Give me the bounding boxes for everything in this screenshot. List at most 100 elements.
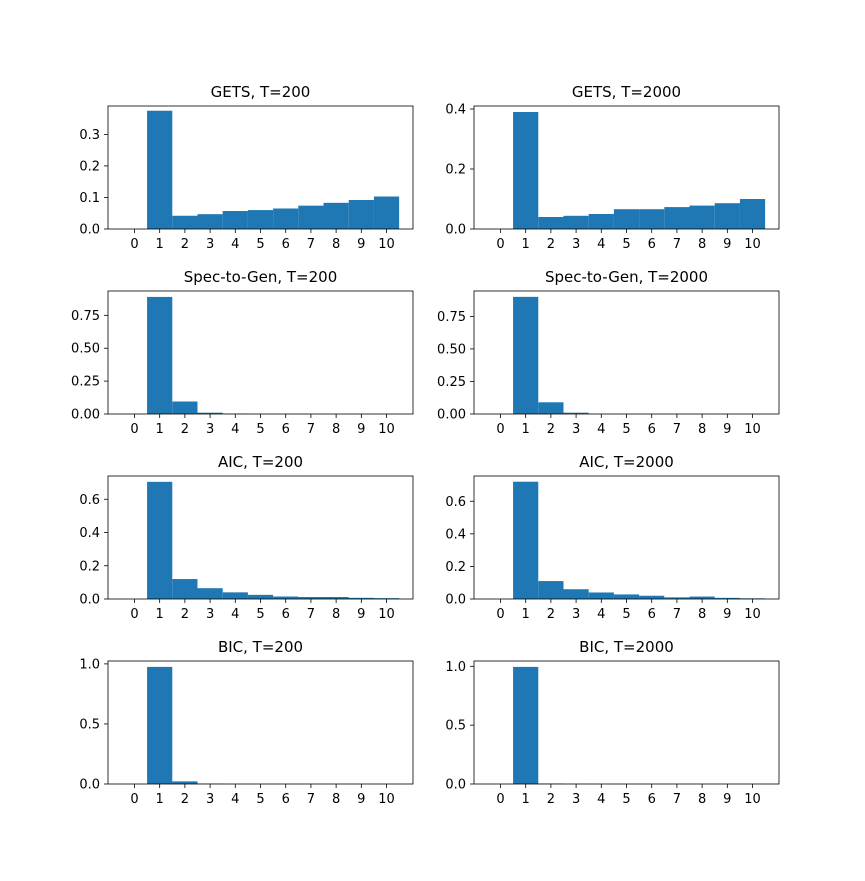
x-tick-label: 8: [698, 607, 706, 622]
y-tick-label: 0.6: [445, 495, 466, 510]
x-tick-label: 4: [597, 607, 605, 622]
bar-10: [739, 199, 766, 229]
y-tick-label: 0.50: [71, 342, 100, 357]
bar-6: [639, 595, 665, 599]
subplot-title: GETS, T=200: [211, 83, 311, 101]
x-tick-label: 1: [156, 422, 164, 437]
bar-9: [348, 597, 374, 599]
x-tick-label: 9: [357, 422, 365, 437]
subplot-title: BIC, T=2000: [579, 638, 674, 656]
x-tick-label: 2: [547, 792, 555, 807]
x-tick-label: 7: [673, 237, 681, 252]
x-tick-label: 0: [496, 422, 504, 437]
bar-7: [298, 205, 324, 229]
bar-8: [323, 202, 349, 229]
x-tick-label: 3: [572, 422, 580, 437]
y-tick-label: 0.2: [79, 159, 100, 174]
bar-5: [613, 209, 640, 229]
x-tick-label: 1: [156, 607, 164, 622]
x-tick-label: 2: [547, 607, 555, 622]
x-tick-label: 5: [622, 422, 630, 437]
x-tick-label: 9: [723, 237, 731, 252]
x-tick-label: 5: [256, 237, 264, 252]
x-tick-label: 8: [332, 237, 340, 252]
bar-7: [664, 597, 690, 599]
subplot-3: 0 1 2 3 4 5 6 7 8 9 10 0.00 0.25 0.50 0.75 Spec-to-Gen,…: [71, 268, 414, 437]
bar-6: [273, 596, 299, 599]
x-tick-label: 0: [496, 237, 504, 252]
y-tick-label: 0.75: [437, 310, 466, 325]
x-tick-label: 6: [282, 792, 290, 807]
bar-3: [563, 412, 589, 414]
subplot-title: Spec-to-Gen, T=2000: [545, 268, 708, 286]
bar-1: [147, 481, 173, 599]
y-tick-label: 0.2: [445, 163, 466, 178]
bar-2: [172, 781, 198, 784]
x-tick-label: 3: [206, 422, 214, 437]
x-tick-label: 4: [231, 792, 239, 807]
x-tick-label: 2: [547, 237, 555, 252]
bar-2: [538, 217, 564, 229]
y-tick-label: 0.00: [437, 408, 466, 423]
x-tick-label: 2: [181, 422, 189, 437]
x-tick-label: 0: [130, 607, 138, 622]
subplot-8: 0 1 2 3 4 5 6 7 8 9 10 0.0 0.5 1.0 BIC, T=2000: [445, 638, 780, 807]
subplot-title: AIC, T=2000: [579, 453, 674, 471]
bar-3: [563, 589, 589, 599]
bar-2: [538, 581, 564, 599]
y-tick-label: 0.3: [79, 128, 100, 143]
subplot-5: 0 1 2 3 4 5 6 7 8 9 10 0.0 0.2 0.4 0.6 AIC, T=200: [79, 453, 414, 622]
x-tick-label: 3: [572, 607, 580, 622]
y-tick-label: 0.1: [79, 191, 100, 206]
x-tick-label: 10: [744, 607, 761, 622]
y-tick-label: 1.0: [79, 657, 100, 672]
x-tick-label: 0: [130, 237, 138, 252]
bar-3: [197, 588, 223, 599]
x-tick-label: 4: [231, 237, 239, 252]
x-tick-label: 10: [378, 422, 395, 437]
bar-4: [588, 592, 614, 599]
x-tick-label: 6: [282, 237, 290, 252]
x-tick-label: 7: [307, 237, 315, 252]
bar-1: [513, 666, 539, 784]
x-tick-label: 2: [181, 792, 189, 807]
x-tick-label: 4: [597, 422, 605, 437]
bar-4: [222, 211, 248, 229]
x-tick-label: 10: [744, 422, 761, 437]
x-tick-label: 3: [572, 237, 580, 252]
x-tick-label: 9: [723, 422, 731, 437]
x-tick-label: 8: [698, 422, 706, 437]
subplot-4: 0 1 2 3 4 5 6 7 8 9 10 0.00 0.25 0.50 0.75 Spec-to-Gen,…: [437, 268, 780, 437]
x-tick-label: 5: [622, 607, 630, 622]
subplot-title: Spec-to-Gen, T=200: [184, 268, 338, 286]
y-tick-label: 0.75: [71, 309, 100, 324]
x-tick-label: 5: [256, 422, 264, 437]
x-tick-label: 8: [332, 422, 340, 437]
bar-2: [172, 215, 198, 229]
x-tick-label: 7: [673, 792, 681, 807]
subplot-title: AIC, T=200: [218, 453, 303, 471]
x-tick-label: 9: [357, 607, 365, 622]
x-tick-label: 10: [378, 607, 395, 622]
y-tick-label: 0.4: [445, 527, 466, 542]
x-tick-label: 8: [332, 792, 340, 807]
bar-1: [513, 481, 539, 599]
subplot-7: 0 1 2 3 4 5 6 7 8 9 10 0.0 0.5 1.0 BIC, T=200: [79, 638, 414, 807]
bar-8: [689, 596, 715, 599]
x-tick-label: 4: [597, 792, 605, 807]
bar-7: [664, 207, 690, 229]
x-tick-label: 10: [378, 792, 395, 807]
x-tick-label: 5: [256, 792, 264, 807]
subplot-1: 0 1 2 3 4 5 6 7 8 9 10 0.0 0.1 0.2 0.3 GETS, T=200: [79, 83, 414, 252]
y-tick-label: 0.0: [79, 593, 100, 608]
bar-6: [639, 209, 665, 229]
x-tick-label: 3: [206, 607, 214, 622]
y-tick-label: 0.5: [79, 717, 100, 732]
x-tick-label: 9: [357, 792, 365, 807]
subplot-6: 0 1 2 3 4 5 6 7 8 9 10 0.0 0.2 0.4 0.6 AIC, T=2000: [445, 453, 780, 622]
x-tick-label: 6: [282, 607, 290, 622]
bar-10: [373, 598, 400, 599]
y-tick-label: 0.00: [71, 408, 100, 423]
x-tick-label: 2: [547, 422, 555, 437]
